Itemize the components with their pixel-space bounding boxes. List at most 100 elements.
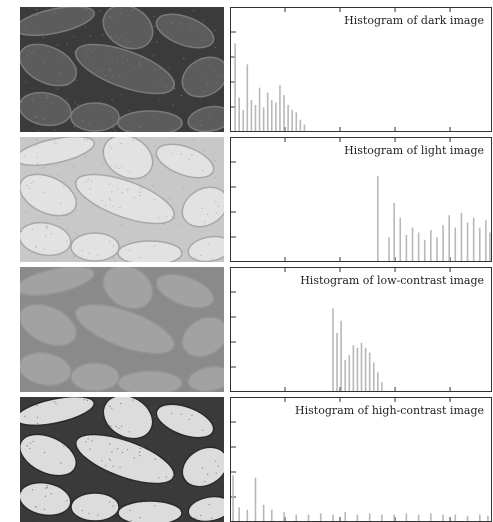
histogram-bar [275,102,277,131]
texture-speck [35,116,37,118]
texture-speck [174,348,176,350]
texture-speck [111,358,113,360]
texture-speck [24,285,26,287]
texture-speck [75,310,77,312]
texture-speck [133,197,135,199]
texture-speck [127,59,129,61]
histogram-bar [478,227,481,261]
texture-speck [215,82,217,84]
jelly-bean [20,267,95,297]
texture-speck [171,216,174,218]
texture-speck [101,70,103,72]
texture-speck [156,301,158,303]
texture-speck [43,508,46,510]
texture-speck [36,399,38,401]
texture-speck [75,180,77,182]
jelly-bean [102,7,154,50]
texture-speck [215,460,217,462]
texture-speck [36,404,38,407]
texture-speck [165,86,167,88]
histogram-bar [466,515,469,521]
texture-speck [35,246,37,248]
texture-speck [99,400,101,402]
texture-speck [73,386,75,388]
jelly-bean [181,446,224,488]
texture-speck [43,426,45,429]
histogram-bar [348,355,351,391]
texture-speck [142,56,144,58]
texture-speck [76,67,78,69]
texture-speck [86,9,88,11]
texture-speck [57,304,59,306]
dark-histogram: Histogram of dark image [230,7,492,132]
histogram-bar [487,515,489,521]
texture-speck [163,353,165,355]
texture-speck [129,249,131,251]
texture-speck [129,500,131,502]
texture-speck [85,51,87,53]
histogram-bar [270,509,273,521]
texture-speck [128,171,131,173]
jelly-bean [117,500,183,522]
texture-speck [109,15,111,17]
texture-speck [89,425,91,427]
texture-speck [109,313,111,315]
texture-speck [108,241,111,243]
texture-speck [165,216,167,218]
texture-speck [171,346,174,348]
texture-speck [121,451,124,454]
light-image [20,137,224,262]
texture-speck [200,124,202,127]
texture-speck [152,315,154,317]
texture-speck [87,308,89,310]
histogram-bar [442,514,444,521]
texture-speck [141,315,143,317]
texture-speck [200,318,202,320]
texture-speck [158,217,160,219]
texture-speck [75,339,77,341]
texture-speck [201,337,203,339]
texture-speck [74,181,76,183]
texture-speck [149,240,151,242]
histogram-bar [423,239,426,261]
texture-speck [142,186,144,188]
texture-speck [133,67,135,69]
histogram-bar [352,345,355,391]
texture-speck [141,445,143,447]
histogram-bar [381,514,383,521]
plot-frame [230,137,492,262]
texture-speck [37,260,39,262]
texture-speck [85,441,87,443]
texture-speck [66,214,68,217]
histogram-bar [283,512,285,521]
texture-speck [111,61,113,63]
texture-speck [74,441,76,443]
texture-speck [91,50,93,52]
texture-speck [55,402,57,404]
texture-speck [115,35,117,38]
histogram-bar [242,109,245,131]
texture-speck [53,397,55,398]
texture-speck [154,505,156,507]
texture-speck [154,115,156,117]
texture-speck [84,286,87,288]
texture-speck [108,371,111,373]
texture-speck [211,127,213,129]
texture-speck [163,223,165,225]
texture-speck [180,380,182,382]
texture-speck [99,140,101,142]
texture-speck [45,357,47,359]
texture-speck [83,399,85,401]
texture-speck [152,55,154,57]
texture-speck [121,425,123,427]
texture-speck [46,486,48,489]
texture-speck [88,382,90,384]
texture-speck [56,348,59,350]
texture-speck [66,500,68,502]
texture-speck [156,156,158,158]
texture-speck [76,327,78,329]
jelly-bean [187,235,224,262]
texture-speck [112,505,114,507]
texture-speck [138,451,141,453]
texture-speck [180,120,182,122]
